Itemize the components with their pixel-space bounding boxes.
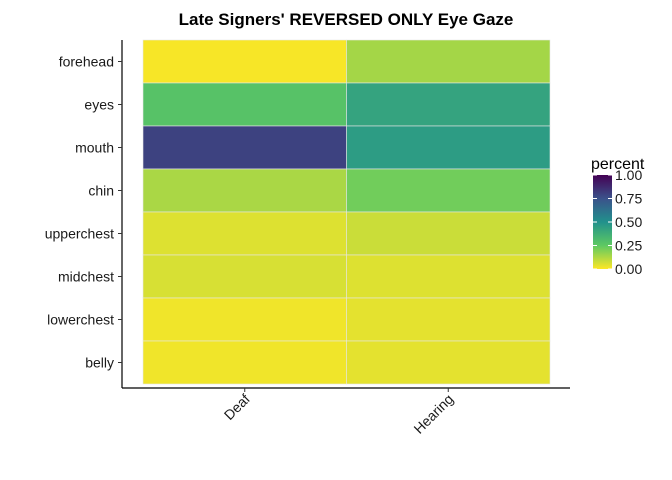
y-tick-label-midchest: midchest [58,269,114,285]
chart-title: Late Signers' REVERSED ONLY Eye Gaze [179,10,514,29]
legend-label-0.25: 0.25 [615,238,642,254]
heatmap-cell-mouth-Hearing [346,125,551,170]
legend-label-1.00: 1.00 [615,167,642,183]
heatmap-cell-upperchest-Deaf [142,211,347,256]
heatmap-cell-mouth-Deaf [142,125,347,170]
heatmap-cell-chin-Deaf [142,168,347,213]
y-tick-label-upperchest: upperchest [45,226,114,242]
heatmap-cell-chin-Hearing [346,168,551,213]
legend-label-0.50: 0.50 [615,214,642,230]
heatmap-cell-lowerchest-Deaf [142,297,347,342]
heatmap-cell-belly-Deaf [142,340,347,385]
heatmap-cell-belly-Hearing [346,340,551,385]
y-tick-label-belly: belly [85,355,114,371]
heatmap-cell-midchest-Hearing [346,254,551,299]
y-tick-label-mouth: mouth [75,140,114,156]
heatmap-cell-lowerchest-Hearing [346,297,551,342]
legend-title: percent [591,156,645,173]
heatmap-cell-eyes-Hearing [346,82,551,127]
heatmap-cell-midchest-Deaf [142,254,347,299]
heatmap-cells [142,39,551,385]
color-legend: percent 0.00 0.25 0.50 0.75 1.00 [591,156,645,277]
y-tick-label-lowerchest: lowerchest [47,312,114,328]
y-tick-label-eyes: eyes [84,97,114,113]
heatmap-cell-forehead-Hearing [346,39,551,84]
legend-label-0.00: 0.00 [615,261,642,277]
x-tick-label-Hearing: Hearing [410,391,456,437]
legend-colorbar [593,175,612,269]
x-tick-label-Deaf: Deaf [221,391,253,423]
y-tick-label-forehead: forehead [59,54,114,70]
legend-label-0.75: 0.75 [615,191,642,207]
y-tick-label-chin: chin [88,183,114,199]
heatmap-cell-upperchest-Hearing [346,211,551,256]
heatmap-cell-forehead-Deaf [142,39,347,84]
heatmap-cell-eyes-Deaf [142,82,347,127]
